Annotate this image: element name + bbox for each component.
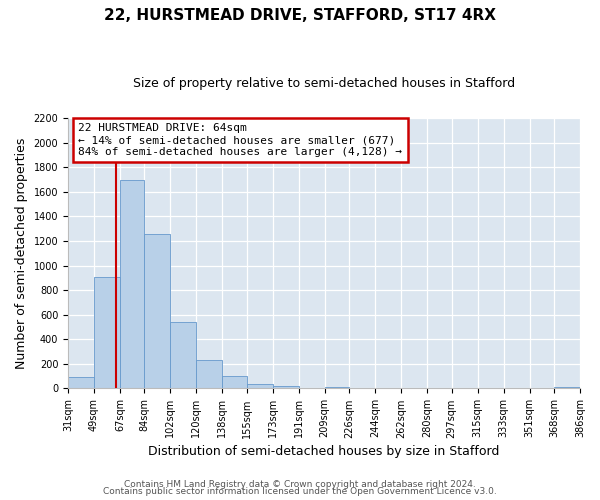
Text: 22 HURSTMEAD DRIVE: 64sqm
← 14% of semi-detached houses are smaller (677)
84% of: 22 HURSTMEAD DRIVE: 64sqm ← 14% of semi-… <box>78 124 402 156</box>
Bar <box>68 377 94 388</box>
Bar <box>120 180 145 388</box>
Title: Size of property relative to semi-detached houses in Stafford: Size of property relative to semi-detach… <box>133 78 515 90</box>
Text: Contains public sector information licensed under the Open Government Licence v3: Contains public sector information licen… <box>103 488 497 496</box>
X-axis label: Distribution of semi-detached houses by size in Stafford: Distribution of semi-detached houses by … <box>148 444 500 458</box>
Bar <box>273 386 299 388</box>
Y-axis label: Number of semi-detached properties: Number of semi-detached properties <box>15 138 28 369</box>
Bar <box>196 360 223 388</box>
Bar <box>170 322 196 388</box>
Text: Contains HM Land Registry data © Crown copyright and database right 2024.: Contains HM Land Registry data © Crown c… <box>124 480 476 489</box>
Bar <box>145 234 170 388</box>
Bar <box>223 376 247 388</box>
Bar <box>554 386 580 388</box>
Bar <box>247 384 273 388</box>
Text: 22, HURSTMEAD DRIVE, STAFFORD, ST17 4RX: 22, HURSTMEAD DRIVE, STAFFORD, ST17 4RX <box>104 8 496 22</box>
Bar <box>325 386 349 388</box>
Bar <box>94 276 120 388</box>
